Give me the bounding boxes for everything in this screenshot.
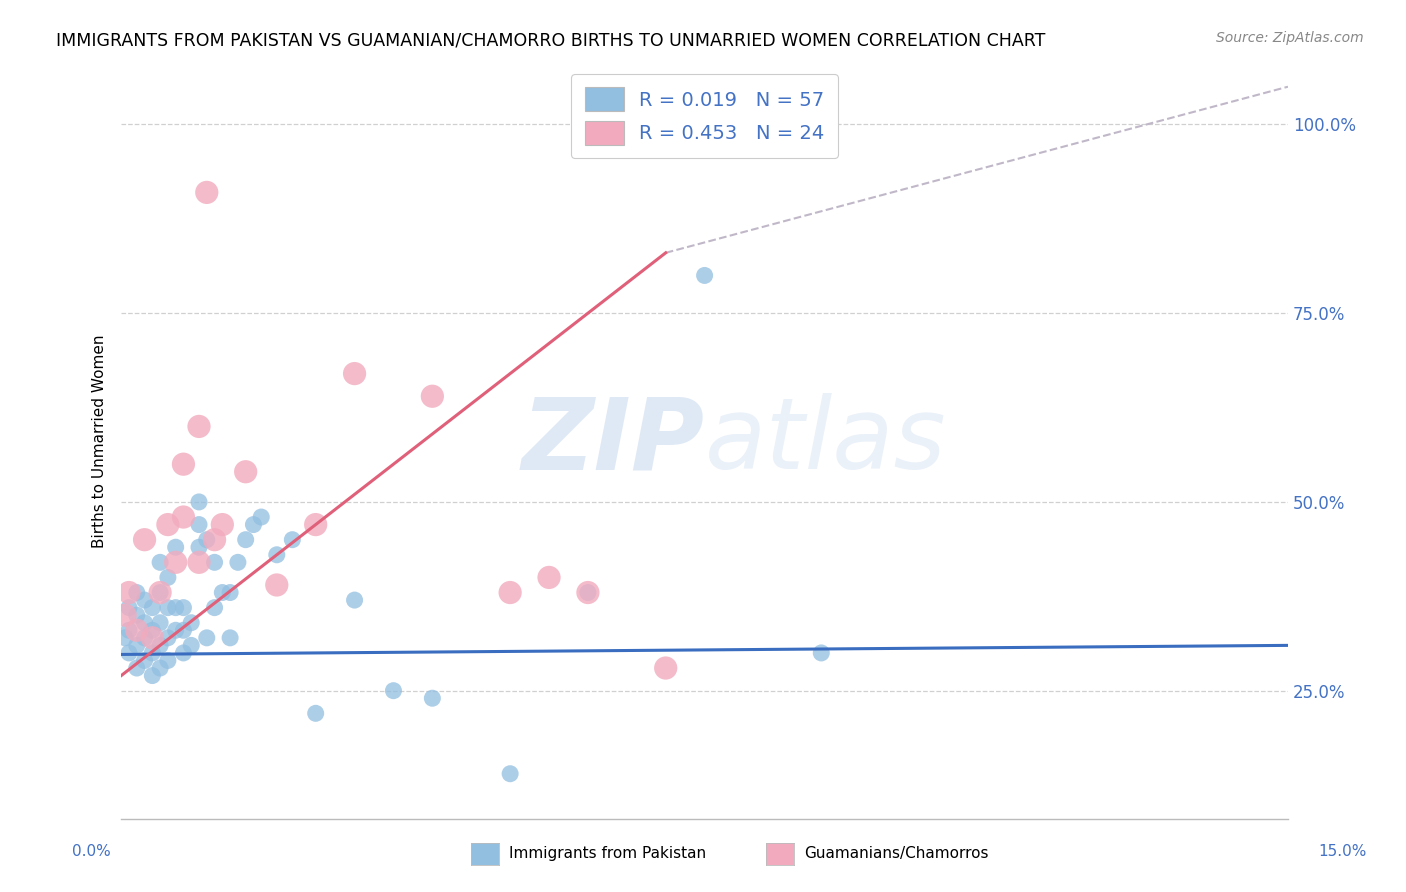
Point [125,624,148,638]
Point [242,517,264,532]
Point [118,585,141,599]
Point [156,653,179,667]
Point [422,389,444,403]
Point [114,631,136,645]
Text: Source: ZipAtlas.com: Source: ZipAtlas.com [1216,31,1364,45]
Point [266,578,288,592]
Point [141,631,163,645]
Point [188,517,211,532]
Point [305,706,328,721]
Point [149,615,172,630]
Point [195,631,218,645]
Text: 0.0%: 0.0% [72,845,111,859]
Point [226,555,249,569]
Point [165,600,187,615]
Point [118,600,141,615]
Text: atlas: atlas [704,393,946,490]
Point [204,555,226,569]
Point [576,585,599,599]
Text: 15.0%: 15.0% [1319,845,1367,859]
Point [149,555,172,569]
Point [382,683,405,698]
Point [134,631,156,645]
Point [343,593,366,607]
Point [204,600,226,615]
Point [125,608,148,623]
Point [211,517,233,532]
Point [266,548,288,562]
Point [422,691,444,706]
Legend: R = 0.019   N = 57, R = 0.453   N = 24: R = 0.019 N = 57, R = 0.453 N = 24 [571,74,838,158]
Point [165,624,187,638]
Point [149,585,172,599]
Point [211,585,233,599]
Point [141,600,163,615]
Point [250,510,273,524]
Point [149,585,172,599]
Text: Immigrants from Pakistan: Immigrants from Pakistan [509,847,706,861]
Point [141,668,163,682]
Point [134,533,156,547]
Point [118,624,141,638]
Point [693,268,716,283]
Point [188,419,211,434]
Point [156,631,179,645]
Point [204,533,226,547]
Point [576,585,599,599]
Point [305,517,328,532]
Point [172,600,194,615]
Point [195,186,218,200]
Point [810,646,832,660]
Point [134,653,156,667]
Point [235,465,257,479]
Point [172,510,194,524]
Point [219,585,242,599]
Point [141,646,163,660]
Point [499,766,522,780]
Point [172,457,194,471]
Point [149,661,172,675]
Point [281,533,304,547]
Point [134,593,156,607]
Point [188,555,211,569]
Text: ZIP: ZIP [522,393,704,490]
Point [537,570,560,584]
Point [125,661,148,675]
Point [654,661,676,675]
Point [188,540,211,554]
Point [165,540,187,554]
Point [180,639,202,653]
Point [180,615,202,630]
Point [219,631,242,645]
Point [156,517,179,532]
Point [149,639,172,653]
Point [114,608,136,623]
Point [125,639,148,653]
Point [172,646,194,660]
Text: Guamanians/Chamorros: Guamanians/Chamorros [804,847,988,861]
Point [195,533,218,547]
Point [125,585,148,599]
Point [343,367,366,381]
Point [134,615,156,630]
Point [165,555,187,569]
Text: IMMIGRANTS FROM PAKISTAN VS GUAMANIAN/CHAMORRO BIRTHS TO UNMARRIED WOMEN CORRELA: IMMIGRANTS FROM PAKISTAN VS GUAMANIAN/CH… [56,31,1046,49]
Point [118,646,141,660]
Point [156,570,179,584]
Point [156,600,179,615]
Point [188,495,211,509]
Point [172,624,194,638]
Point [499,585,522,599]
Point [235,533,257,547]
Y-axis label: Births to Unmarried Women: Births to Unmarried Women [93,334,107,549]
Point [141,624,163,638]
